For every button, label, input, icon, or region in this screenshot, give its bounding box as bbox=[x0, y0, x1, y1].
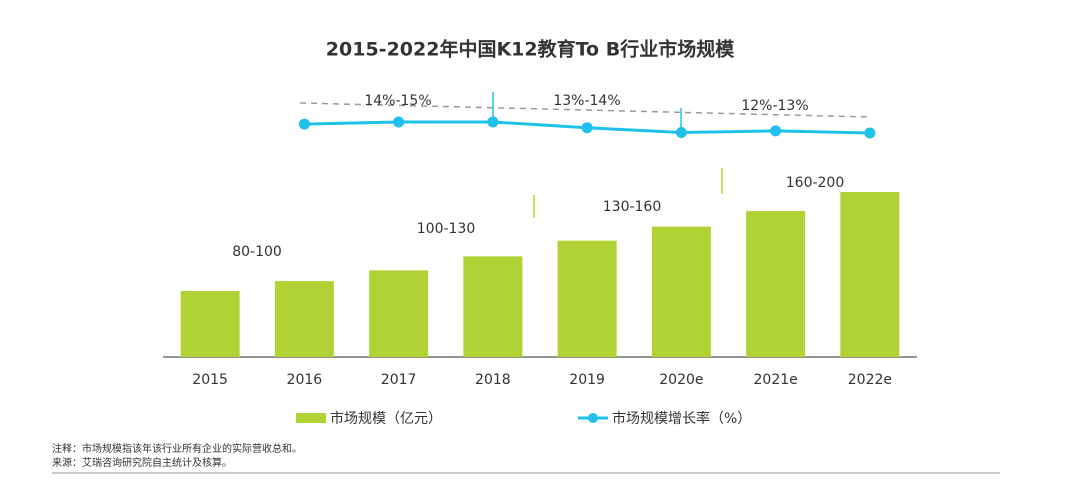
x-tick-label: 2021e bbox=[754, 372, 798, 388]
x-tick-label: 2016 bbox=[287, 372, 323, 388]
line-point bbox=[298, 118, 310, 130]
annotation: 130-160 bbox=[603, 199, 662, 215]
legend-swatch bbox=[588, 413, 598, 423]
annotation: 100-130 bbox=[417, 221, 476, 237]
bar bbox=[651, 226, 711, 357]
annotation: 160-200 bbox=[786, 175, 845, 191]
annotation: 14%-15% bbox=[364, 93, 431, 109]
x-tick-label: 2015 bbox=[192, 372, 228, 388]
line-point bbox=[675, 126, 687, 138]
bar bbox=[840, 192, 900, 357]
x-tick-label: 2020e bbox=[659, 372, 703, 388]
annotation: 12%-13% bbox=[741, 98, 808, 114]
bar bbox=[180, 291, 240, 357]
note: 来源：艾瑞咨询研究院自主统计及核算。 bbox=[52, 456, 232, 469]
line-point bbox=[581, 122, 593, 134]
x-tick-label: 2019 bbox=[569, 372, 605, 388]
legend-swatch bbox=[296, 413, 326, 423]
line-point bbox=[864, 127, 876, 139]
annotation: 80-100 bbox=[232, 244, 282, 260]
line-point bbox=[487, 116, 499, 128]
bar bbox=[463, 256, 523, 357]
x-tick-label: 2018 bbox=[475, 372, 511, 388]
legend-label: 市场规模（亿元） bbox=[330, 410, 442, 427]
chart-title: 2015-2022年中国K12教育To B行业市场规模 bbox=[326, 38, 735, 61]
legend-label: 市场规模增长率（%） bbox=[612, 410, 751, 427]
x-tick-label: 2017 bbox=[381, 372, 417, 388]
line-point bbox=[770, 125, 782, 137]
annotation: 13%-14% bbox=[553, 93, 620, 109]
bar bbox=[557, 240, 617, 357]
note: 注释：市场规模指该年该行业所有企业的实际营收总和。 bbox=[52, 442, 302, 455]
x-tick-label: 2022e bbox=[848, 372, 892, 388]
bar bbox=[746, 210, 806, 357]
line-point bbox=[393, 116, 405, 128]
bar bbox=[274, 281, 334, 357]
trend-line bbox=[299, 102, 871, 118]
bar bbox=[369, 270, 429, 357]
